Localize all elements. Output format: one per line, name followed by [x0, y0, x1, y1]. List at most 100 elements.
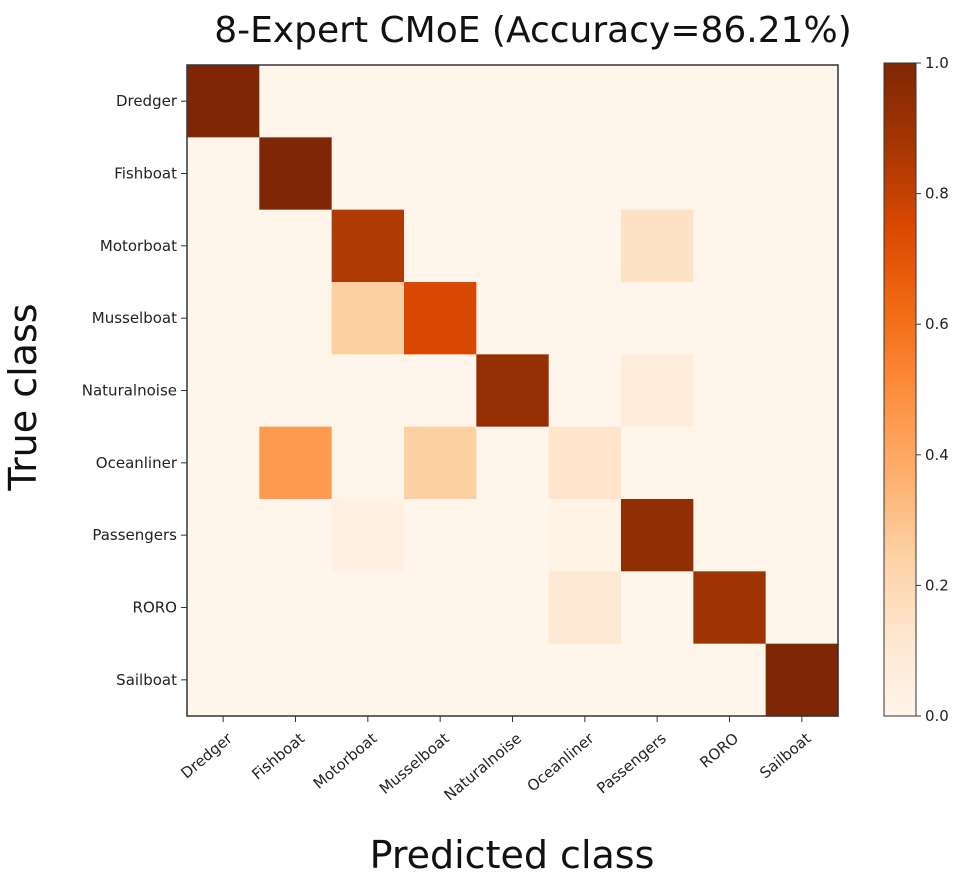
- heatmap-cell: [693, 571, 767, 645]
- heatmap-cell: [259, 137, 333, 211]
- heatmap-cell: [404, 499, 477, 572]
- heatmap-cell: [765, 571, 839, 645]
- heatmap-cell: [693, 354, 767, 428]
- y-tick-label: Oceanliner: [96, 454, 178, 472]
- heatmap-cell: [548, 571, 622, 645]
- heatmap-cell: [404, 571, 477, 645]
- heatmap-cell: [621, 65, 694, 138]
- heatmap-cell: [548, 499, 622, 572]
- heatmap-cell: [765, 643, 839, 717]
- y-tick-label: Passengers: [92, 526, 177, 544]
- x-tick-label: Sailboat: [756, 729, 814, 782]
- heatmap-cell: [259, 643, 333, 717]
- heatmap-cell: [693, 499, 767, 572]
- heatmap-cell: [693, 426, 767, 500]
- heatmap-cell: [548, 137, 622, 211]
- heatmap-cell: [621, 571, 694, 645]
- heatmap-cell: [187, 209, 260, 283]
- heatmap-cell: [187, 137, 260, 211]
- heatmap-cell: [331, 137, 405, 211]
- heatmap-cells: [187, 65, 839, 717]
- colorbar: [883, 62, 917, 717]
- heatmap-cell: [476, 354, 550, 428]
- heatmap-cell: [404, 209, 477, 283]
- heatmap-cell: [187, 65, 260, 138]
- y-tick-label: Musselboat: [92, 309, 177, 327]
- heatmap-cell: [765, 426, 839, 500]
- heatmap-cell: [331, 571, 405, 645]
- heatmap-cell: [621, 282, 694, 355]
- colorbar-ticks: 0.0 0.2 0.4 0.6 0.8 1.0: [916, 54, 949, 725]
- heatmap-cell: [331, 426, 405, 500]
- heatmap-cell: [548, 65, 622, 138]
- heatmap-cell: [765, 282, 839, 355]
- y-tick-label: Motorboat: [100, 237, 177, 255]
- colorbar-tick-label: 0.4: [925, 446, 949, 464]
- heatmap-cell: [404, 65, 477, 138]
- heatmap-cell: [476, 65, 550, 138]
- y-tick-label: Dredger: [116, 92, 178, 110]
- y-tick-label: Sailboat: [116, 671, 177, 689]
- heatmap-cell: [765, 354, 839, 428]
- heatmap-cell: [621, 643, 694, 717]
- heatmap-cell: [621, 209, 694, 283]
- heatmap-cell: [404, 426, 477, 500]
- heatmap-cell: [187, 282, 260, 355]
- y-tick-labels: Dredger Fishboat Motorboat Musselboat Natura…: [82, 92, 187, 689]
- heatmap-cell: [331, 499, 405, 572]
- heatmap-cell: [259, 354, 333, 428]
- heatmap-cell: [331, 354, 405, 428]
- heatmap-cell: [404, 137, 477, 211]
- chart-title: 8-Expert CMoE (Accuracy=86.21%): [214, 10, 852, 51]
- heatmap-cell: [331, 643, 405, 717]
- colorbar-tick-label: 1.0: [925, 54, 949, 72]
- heatmap-cell: [187, 426, 260, 500]
- heatmap-cell: [404, 643, 477, 717]
- heatmap-cell: [693, 137, 767, 211]
- x-tick-label: RORO: [696, 729, 742, 771]
- x-tick-labels: Dredger Fishboat MotorboatMusselboatNatura…: [177, 716, 814, 804]
- heatmap-cell: [259, 282, 333, 355]
- heatmap-cell: [621, 137, 694, 211]
- heatmap-cell: [187, 643, 260, 717]
- heatmap-cell: [187, 354, 260, 428]
- heatmap-cell: [548, 426, 622, 500]
- heatmap-cell: [621, 426, 694, 500]
- x-tick-label: Musselboat: [376, 729, 453, 798]
- heatmap-cell: [476, 426, 550, 500]
- x-axis-label: Predicted class: [370, 833, 655, 876]
- heatmap-cell: [331, 65, 405, 138]
- heatmap-cell: [404, 354, 477, 428]
- colorbar-tick-label: 0.6: [925, 315, 949, 333]
- heatmap-cell: [693, 65, 767, 138]
- colorbar-tick-label: 0.2: [925, 576, 949, 594]
- heatmap-cell: [476, 643, 550, 717]
- heatmap-cell: [693, 643, 767, 717]
- y-tick-label: Fishboat: [114, 165, 177, 183]
- heatmap-cell: [259, 426, 333, 500]
- heatmap-cell: [548, 354, 622, 428]
- heatmap-cell: [765, 499, 839, 572]
- x-tick-label: Oceanliner: [524, 729, 598, 796]
- heatmap-cell: [259, 571, 333, 645]
- heatmap-cell: [476, 209, 550, 283]
- heatmap-cell: [259, 65, 333, 138]
- heatmap-cell: [404, 282, 477, 355]
- heatmap-cell: [621, 499, 694, 572]
- colorbar-tick-label: 0.8: [925, 185, 949, 203]
- heatmap-cell: [693, 209, 767, 283]
- heatmap-cell: [331, 209, 405, 283]
- heatmap-cell: [331, 282, 405, 355]
- y-tick-label: RORO: [133, 599, 177, 617]
- heatmap-cell: [259, 209, 333, 283]
- colorbar-tick-label: 0.0: [925, 707, 949, 725]
- heatmap-cell: [765, 209, 839, 283]
- heatmap-cell: [187, 499, 260, 572]
- x-tick-label: Fishboat: [248, 729, 308, 783]
- y-axis-label: True class: [1, 303, 45, 491]
- heatmap-cell: [476, 137, 550, 211]
- heatmap-cell: [476, 499, 550, 572]
- heatmap-cell: [259, 499, 333, 572]
- heatmap-cell: [548, 282, 622, 355]
